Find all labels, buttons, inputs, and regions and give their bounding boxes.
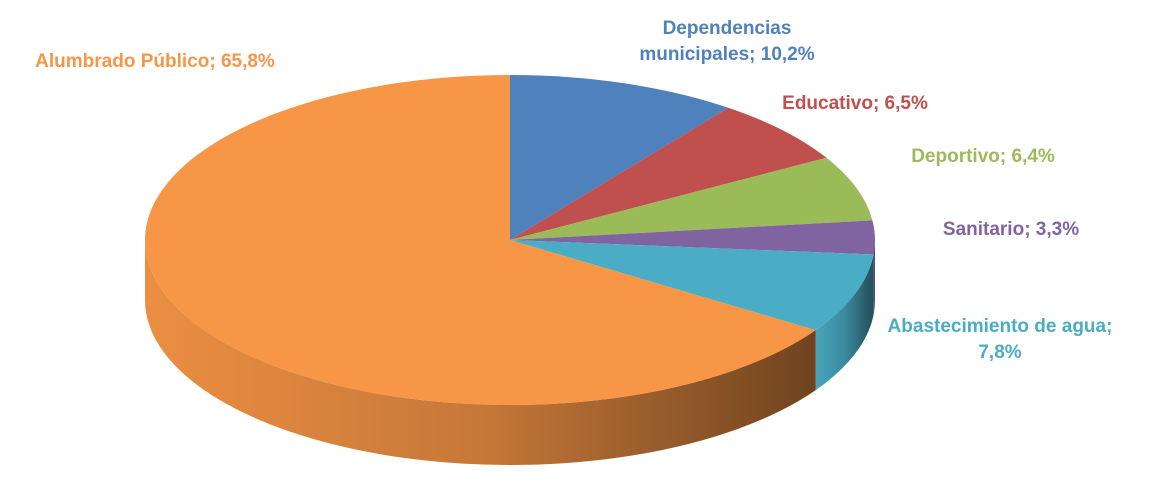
slice: [510, 220, 875, 255]
data-label: Deportivo; 6,4%: [911, 146, 1055, 167]
data-label: Alumbrado Público; 65,8%: [35, 51, 275, 72]
slice-side-shade: [873, 240, 875, 315]
slice: [510, 75, 729, 240]
data-label: Educativo; 6,5%: [782, 93, 928, 114]
slice: [510, 157, 873, 240]
slice: [510, 107, 827, 240]
data-label: Dependencias municipales; 10,2%: [639, 18, 815, 65]
slice: [144, 75, 816, 406]
slice-side-shade: [145, 240, 816, 466]
data-label: Abastecimiento de agua; 7,8%: [887, 316, 1113, 363]
slice: [510, 240, 874, 331]
data-label: Sanitario; 3,3%: [942, 219, 1080, 240]
slice-side-shade: [815, 254, 874, 391]
